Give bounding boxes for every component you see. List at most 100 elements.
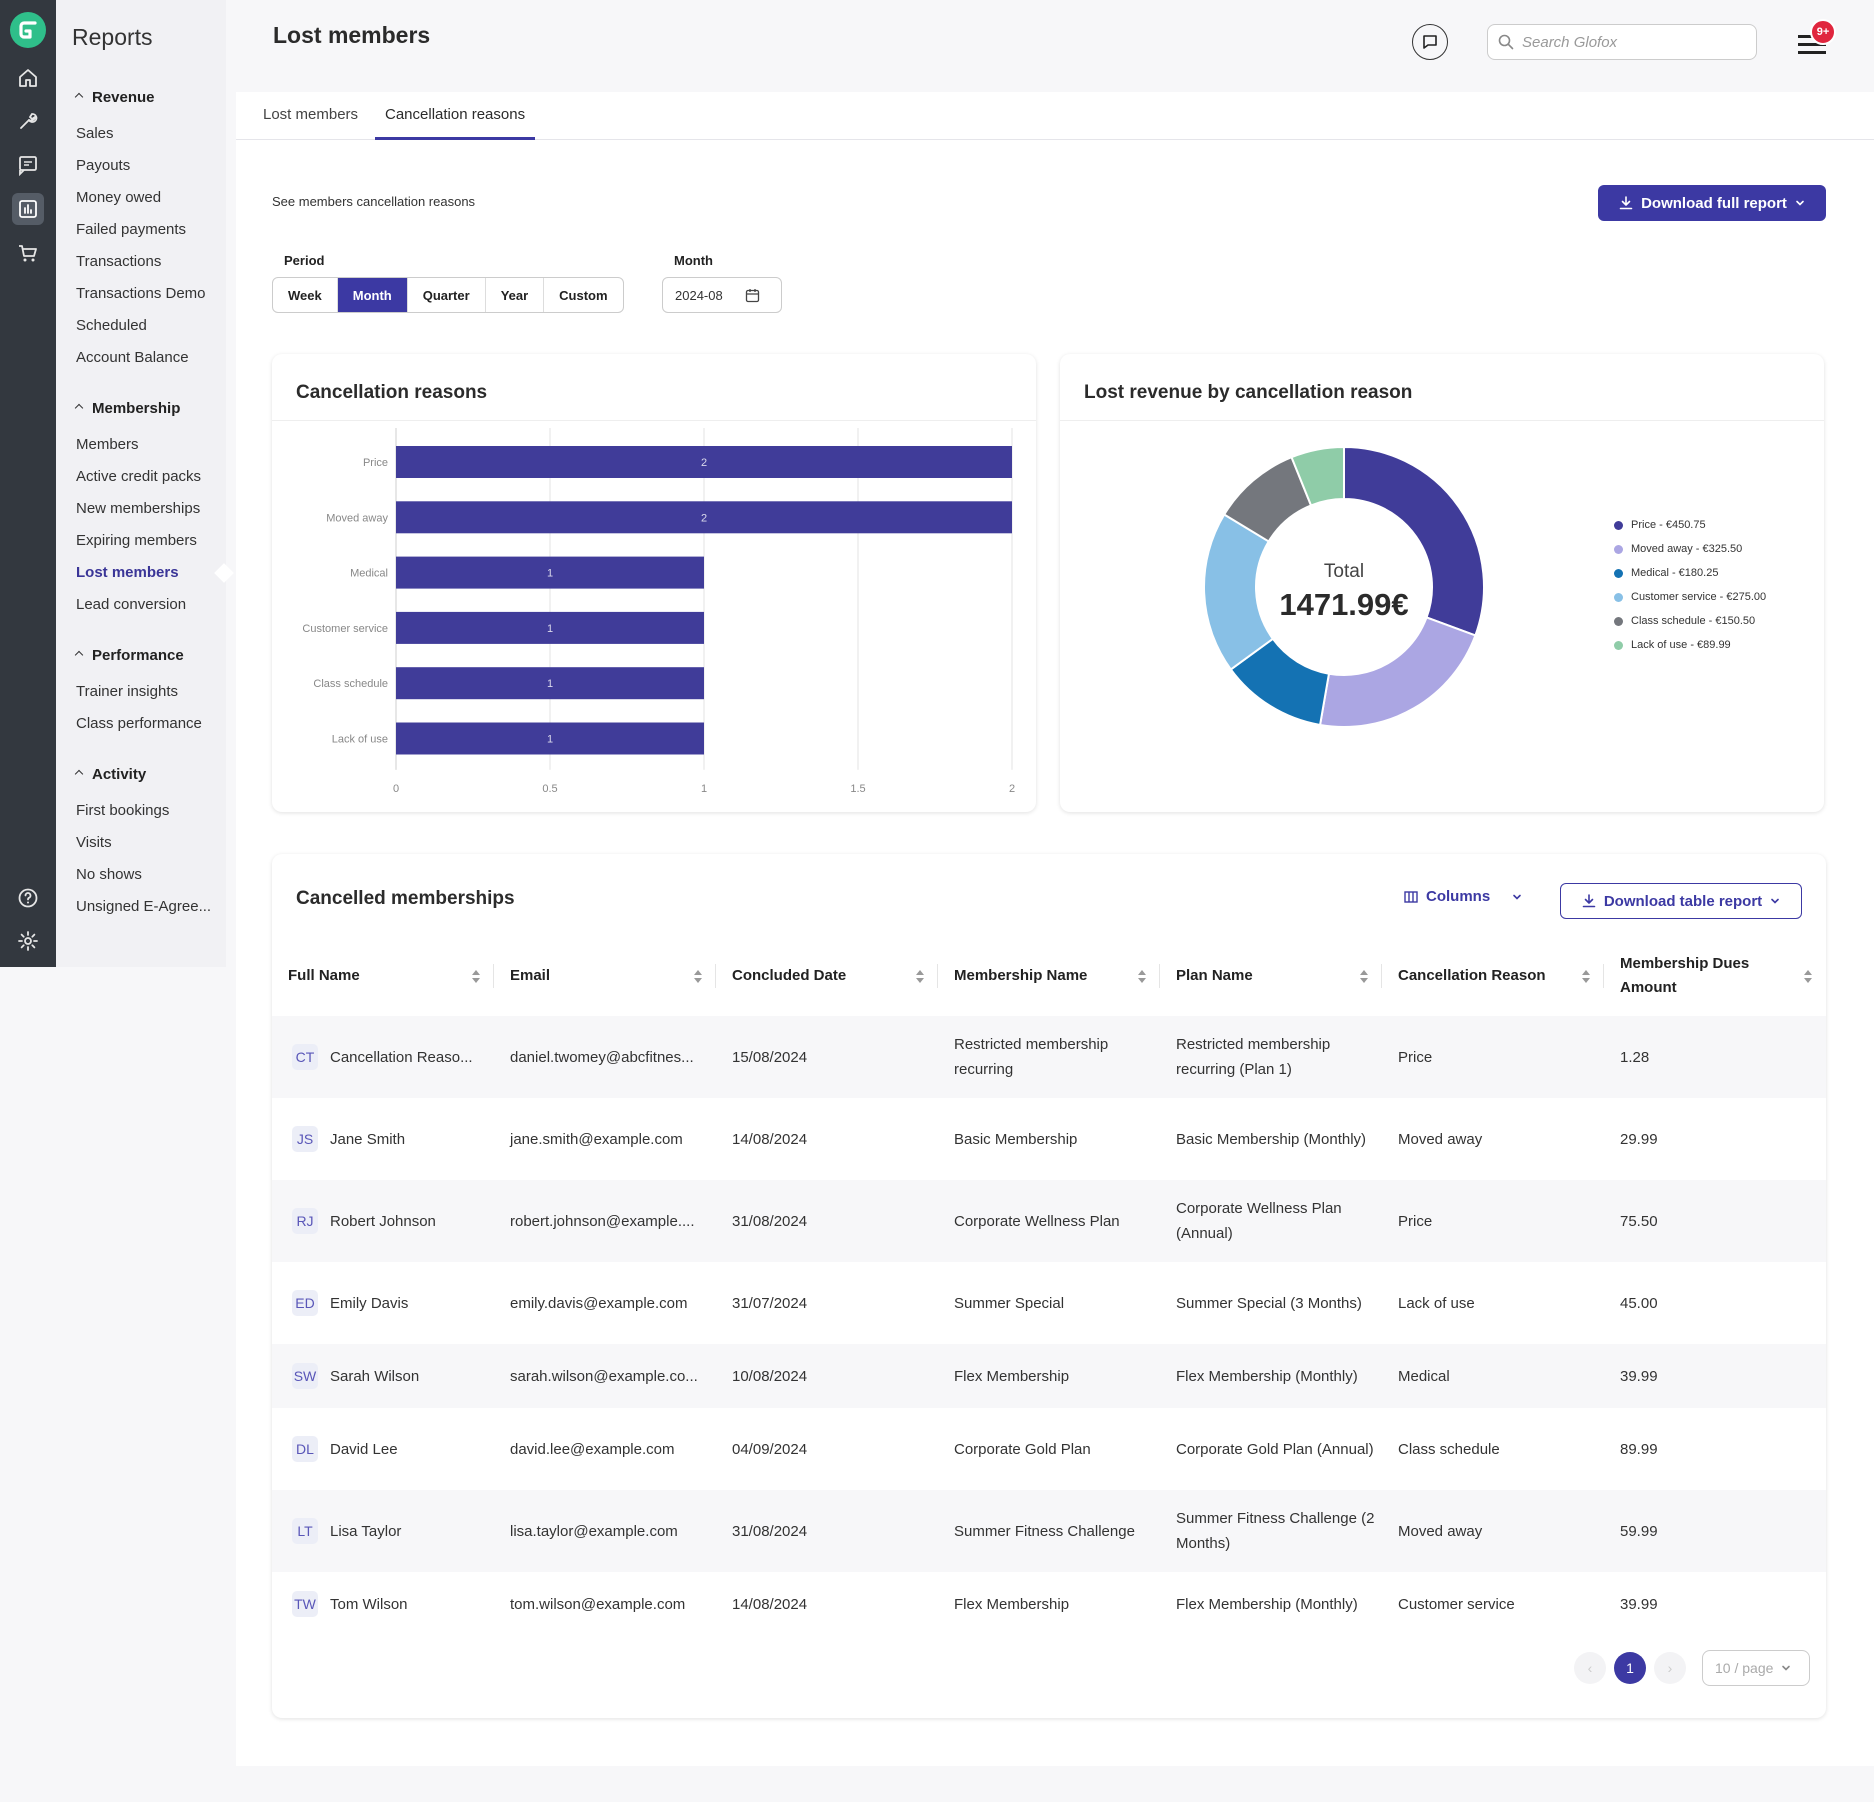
legend-item[interactable]: Lack of use - €89.99: [1614, 633, 1766, 657]
next-page-button[interactable]: ›: [1654, 1652, 1686, 1684]
legend-item[interactable]: Medical - €180.25: [1614, 561, 1766, 585]
sidebar-group-membership[interactable]: Membership: [74, 400, 180, 417]
plan-name-cell: Basic Membership (Monthly): [1176, 1130, 1367, 1148]
donut-center-value: 1471.99€: [1279, 587, 1408, 622]
notification-badge: 9+: [1810, 19, 1836, 45]
bar: [396, 611, 704, 644]
sidebar-group-revenue[interactable]: Revenue: [74, 89, 155, 106]
prev-page-button[interactable]: ‹: [1574, 1652, 1606, 1684]
glofox-logo-icon[interactable]: [10, 12, 46, 48]
table-row[interactable]: TW Tom Wilson tom.wilson@example.com 14/0…: [272, 1572, 1826, 1636]
column-header-plan-name[interactable]: Plan Name: [1176, 944, 1382, 1008]
sidebar-item-members[interactable]: Members: [76, 436, 139, 453]
tools-icon[interactable]: [12, 105, 44, 137]
column-header-concluded-date[interactable]: Concluded Date: [732, 944, 938, 1008]
cancellation-reason-cell: Customer service: [1398, 1595, 1515, 1613]
tab-cancellation-reasons[interactable]: Cancellation reasons: [375, 106, 536, 140]
table-row[interactable]: DL David Lee david.lee@example.com 04/09/…: [272, 1408, 1826, 1490]
search-input[interactable]: [1522, 33, 1742, 51]
bar-data-label: 1: [547, 568, 553, 580]
chevron-down-icon: [1771, 898, 1779, 904]
column-header-full-name[interactable]: Full Name: [288, 944, 494, 1008]
sidebar-item-class-performance[interactable]: Class performance: [76, 715, 202, 732]
icon-rail: [0, 0, 56, 967]
sidebar-item-first-bookings[interactable]: First bookings: [76, 802, 170, 819]
sidebar-item-trainer-insights[interactable]: Trainer insights: [76, 683, 178, 700]
avatar: ED: [292, 1290, 318, 1316]
membership-name-cell: Summer Special: [954, 1294, 1065, 1312]
sidebar-item-lead-conversion[interactable]: Lead conversion: [76, 596, 187, 613]
top-bar: Lost members 9+: [236, 0, 1874, 92]
sidebar-item-new-memberships[interactable]: New memberships: [76, 500, 201, 517]
bar-data-label: 2: [701, 457, 707, 469]
sidebar-item-failed-payments[interactable]: Failed payments: [76, 221, 187, 238]
download-full-report-button[interactable]: Download full report: [1598, 185, 1826, 221]
legend-item[interactable]: Moved away - €325.50: [1614, 537, 1766, 561]
chat-button[interactable]: [1412, 24, 1448, 60]
reports-icon[interactable]: [12, 193, 44, 225]
sidebar-item-lost-members[interactable]: Lost members: [76, 564, 179, 581]
avatar: CT: [292, 1044, 318, 1070]
avatar: DL: [292, 1436, 318, 1462]
category-label: Price: [363, 457, 388, 469]
page-size-select[interactable]: 10 / page: [1702, 1650, 1810, 1686]
sidebar-item-transactions-demo[interactable]: Transactions Demo: [76, 285, 206, 302]
category-label: Moved away: [326, 512, 388, 524]
table-row[interactable]: SW Sarah Wilson sarah.wilson@example.co..…: [272, 1344, 1826, 1408]
tab-lost-members[interactable]: Lost members: [263, 106, 359, 123]
full-name-cell: Sarah Wilson: [330, 1367, 420, 1385]
avatar: TW: [292, 1591, 318, 1617]
column-header-email[interactable]: Email: [510, 944, 716, 1008]
sidebar-item-sales[interactable]: Sales: [76, 125, 114, 142]
help-icon[interactable]: [12, 882, 44, 914]
sidebar-item-money-owed[interactable]: Money owed: [76, 189, 162, 206]
table-row[interactable]: LT Lisa Taylor lisa.taylor@example.com 31…: [272, 1490, 1826, 1572]
full-name-cell: Tom Wilson: [330, 1595, 408, 1613]
period-custom-button[interactable]: Custom: [543, 278, 622, 312]
period-year-button[interactable]: Year: [484, 278, 543, 312]
column-header-cancellation-reason[interactable]: Cancellation Reason: [1398, 944, 1604, 1008]
sidebar-item-no-shows[interactable]: No shows: [76, 866, 142, 883]
legend-item[interactable]: Class schedule - €150.50: [1614, 609, 1766, 633]
table-row[interactable]: ED Emily Davis emily.davis@example.com 31…: [272, 1262, 1826, 1344]
full-name-cell: Lisa Taylor: [330, 1522, 402, 1540]
sidebar-item-scheduled[interactable]: Scheduled: [76, 317, 147, 334]
column-header-membership-dues-amount[interactable]: Membership Dues Amount: [1620, 955, 1812, 996]
month-picker[interactable]: 2024-08: [662, 277, 782, 313]
full-name-cell: Jane Smith: [330, 1130, 406, 1148]
download-table-report-button[interactable]: Download table report: [1560, 883, 1802, 919]
dues-amount-cell: 59.99: [1620, 1522, 1658, 1540]
columns-button[interactable]: Columns: [1404, 888, 1522, 905]
home-icon[interactable]: [12, 62, 44, 94]
dues-amount-cell: 75.50: [1620, 1212, 1658, 1230]
table-row[interactable]: CT Cancellation Reaso... daniel.twomey@ab…: [272, 1016, 1826, 1098]
table-row[interactable]: JS Jane Smith jane.smith@example.com 14/0…: [272, 1098, 1826, 1180]
plan-name-cell: Summer Special (3 Months): [1176, 1294, 1362, 1312]
period-month-button[interactable]: Month: [336, 278, 407, 312]
settings-icon[interactable]: [12, 925, 44, 957]
sidebar-group-activity[interactable]: Activity: [74, 766, 146, 783]
sidebar-item-account-balance[interactable]: Account Balance: [76, 349, 189, 366]
period-quarter-button[interactable]: Quarter: [406, 278, 485, 312]
legend-item[interactable]: Price - €450.75: [1614, 513, 1766, 537]
search-box[interactable]: [1487, 24, 1757, 60]
bar-data-label: 1: [547, 623, 553, 635]
concluded-date-cell: 10/08/2024: [732, 1367, 808, 1385]
avatar: JS: [292, 1126, 318, 1152]
sidebar-group-performance[interactable]: Performance: [74, 647, 184, 664]
sidebar-item-transactions[interactable]: Transactions: [76, 253, 162, 270]
sidebar-item-expiring-members[interactable]: Expiring members: [76, 532, 197, 549]
table-row[interactable]: RJ Robert Johnson robert.johnson@example.…: [272, 1180, 1826, 1262]
legend-item[interactable]: Customer service - €275.00: [1614, 585, 1766, 609]
column-header-membership-name[interactable]: Membership Name: [954, 944, 1160, 1008]
membership-name-cell: Corporate Gold Plan: [954, 1440, 1091, 1458]
sidebar-item-visits[interactable]: Visits: [76, 834, 112, 851]
messages-icon[interactable]: [12, 149, 44, 181]
cart-icon[interactable]: [12, 237, 44, 269]
sidebar-item-unsigned-e-agreements[interactable]: Unsigned E-Agree...: [76, 898, 212, 915]
period-week-button[interactable]: Week: [288, 287, 322, 303]
page-number-button[interactable]: 1: [1614, 1652, 1646, 1684]
sidebar-item-payouts[interactable]: Payouts: [76, 157, 131, 174]
page-subtitle: See members cancellation reasons: [272, 194, 476, 209]
sidebar-item-active-credit-packs[interactable]: Active credit packs: [76, 468, 202, 485]
